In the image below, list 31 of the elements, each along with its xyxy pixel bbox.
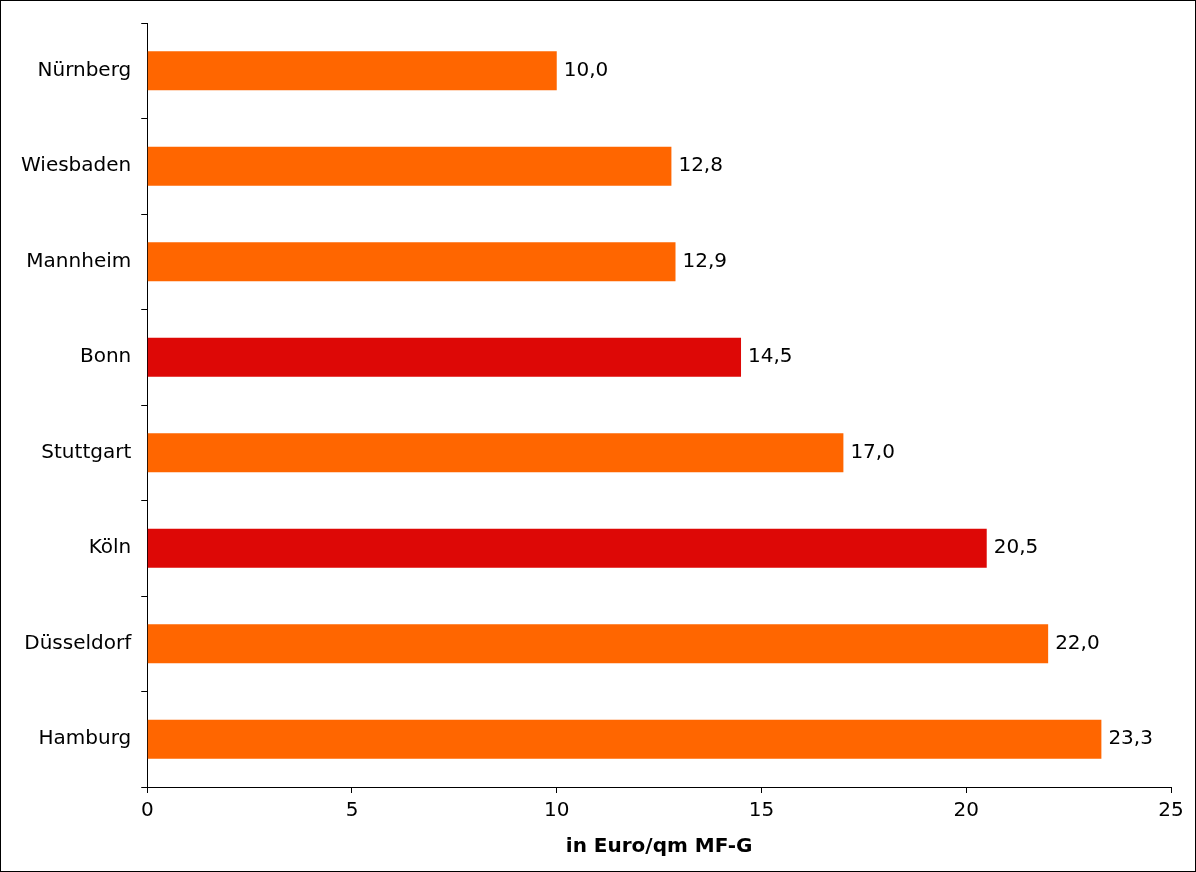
y-tick-label: Stuttgart <box>41 438 132 463</box>
y-tick-label: Hamburg <box>38 725 132 750</box>
y-tick-label: Bonn <box>79 343 132 368</box>
x-tick-label: 25 <box>1158 797 1184 822</box>
bar <box>147 242 676 282</box>
y-tick-label: Köln <box>88 534 132 559</box>
x-tick-label: 0 <box>140 797 154 822</box>
bar <box>147 146 672 186</box>
bar <box>147 433 844 473</box>
y-tick-label: Nürnberg <box>37 56 132 81</box>
y-tick-label: Düsseldorf <box>24 629 133 654</box>
y-tick-label: Wiesbaden <box>20 152 132 177</box>
data-label: 23,3 <box>1108 725 1153 750</box>
bar <box>147 624 1049 664</box>
bar <box>147 51 557 91</box>
data-label: 10,0 <box>563 56 609 81</box>
x-tick-label: 20 <box>953 797 979 822</box>
data-label: 22,0 <box>1055 629 1100 654</box>
x-tick-label: 5 <box>345 797 359 822</box>
bar <box>147 528 987 568</box>
data-label: 20,5 <box>993 534 1039 559</box>
data-label: 17,0 <box>850 438 895 463</box>
data-label: 12,9 <box>682 247 728 272</box>
x-axis-title: in Euro/qm MF-G <box>565 833 753 858</box>
bar <box>147 719 1102 759</box>
y-tick-label: Mannheim <box>26 247 132 272</box>
x-tick-label: 15 <box>748 797 775 822</box>
x-tick-label: 10 <box>544 797 570 822</box>
data-label: 12,8 <box>678 152 723 177</box>
bar <box>147 337 742 377</box>
data-label: 14,5 <box>748 343 793 368</box>
